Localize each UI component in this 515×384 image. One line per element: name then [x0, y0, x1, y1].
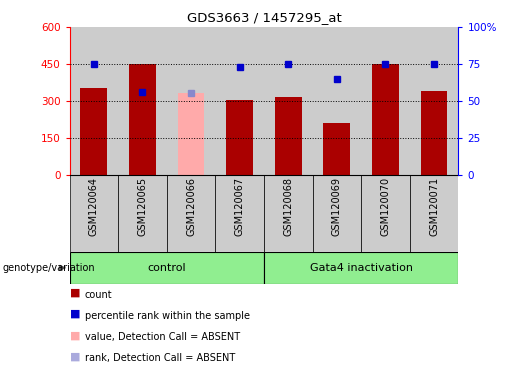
Title: GDS3663 / 1457295_at: GDS3663 / 1457295_at	[186, 11, 341, 24]
Bar	[118, 175, 167, 252]
Bar	[167, 27, 215, 175]
Text: Gata4 inactivation: Gata4 inactivation	[310, 263, 413, 273]
Bar	[410, 175, 458, 252]
Bar	[313, 27, 361, 175]
Bar	[323, 123, 350, 175]
Text: GSM120069: GSM120069	[332, 177, 342, 236]
Text: GSM120066: GSM120066	[186, 177, 196, 236]
Text: ■: ■	[70, 351, 80, 361]
Bar	[129, 64, 156, 175]
Text: count: count	[85, 290, 113, 300]
Text: ■: ■	[70, 288, 80, 298]
Bar	[215, 27, 264, 175]
Bar	[70, 27, 118, 175]
Bar	[313, 175, 361, 252]
Bar	[226, 99, 253, 175]
Bar	[118, 27, 167, 175]
Bar	[264, 252, 458, 283]
Text: control: control	[147, 263, 186, 273]
Bar	[275, 97, 302, 175]
Text: rank, Detection Call = ABSENT: rank, Detection Call = ABSENT	[85, 353, 235, 363]
Text: GSM120065: GSM120065	[138, 177, 147, 236]
Bar	[264, 27, 313, 175]
Text: genotype/variation: genotype/variation	[3, 263, 95, 273]
Bar	[410, 27, 458, 175]
Text: GSM120070: GSM120070	[381, 177, 390, 236]
Text: GSM120068: GSM120068	[283, 177, 293, 236]
Text: ■: ■	[70, 309, 80, 319]
Text: GSM120064: GSM120064	[89, 177, 99, 236]
Bar	[421, 91, 448, 175]
Bar	[361, 27, 410, 175]
Bar	[167, 175, 215, 252]
Bar	[80, 88, 107, 175]
Bar	[215, 175, 264, 252]
Text: value, Detection Call = ABSENT: value, Detection Call = ABSENT	[85, 332, 240, 342]
Bar	[264, 175, 313, 252]
Bar	[361, 175, 410, 252]
Text: ■: ■	[70, 330, 80, 340]
Bar	[70, 252, 264, 283]
Bar	[70, 175, 118, 252]
Text: GSM120071: GSM120071	[429, 177, 439, 236]
Text: percentile rank within the sample: percentile rank within the sample	[85, 311, 250, 321]
Bar	[372, 64, 399, 175]
Bar	[178, 93, 204, 175]
Text: GSM120067: GSM120067	[235, 177, 245, 236]
